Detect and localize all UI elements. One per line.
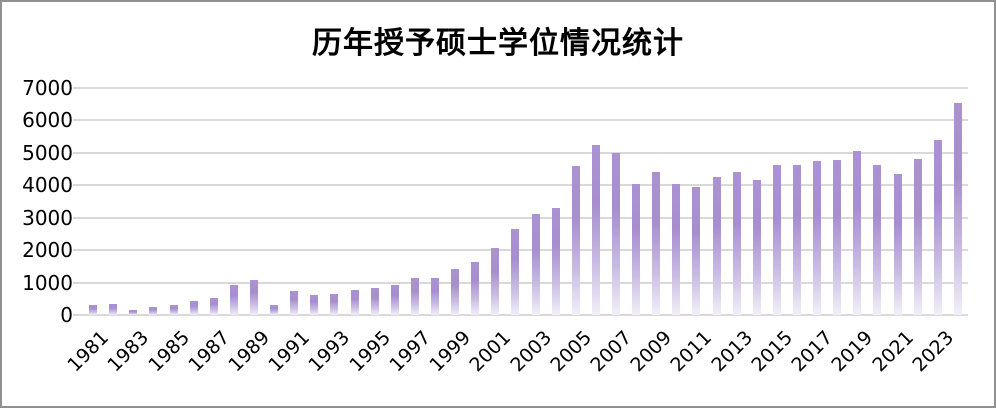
y-axis-label-6000: 6000 [22,108,73,133]
bar-1996 [390,284,399,315]
bar-2024 [953,103,962,315]
bar-1992 [310,294,319,315]
x-axis-label-2011: 2011 [666,326,717,377]
bar-1989 [249,279,258,315]
bar-2002 [511,228,520,315]
plot-area [73,87,968,316]
x-axis-label-1991: 1991 [264,326,315,377]
x-axis-label-1981: 1981 [63,326,114,377]
bar-2006 [591,144,600,315]
gridline-3000 [83,216,968,219]
x-axis-labels: 1981 1983 1985 1987 1989 1991 1993 1995 1997 1999… [63,322,968,402]
gridline-2000 [83,249,968,252]
y-tick-4000 [73,184,83,187]
bar-2005 [571,165,580,315]
bar-2014 [752,179,761,315]
y-tick-0 [73,314,83,316]
bar-2015 [772,165,781,315]
y-axis-label-0: 0 [60,303,73,327]
bar-1999 [451,268,460,315]
y-axis-label-7000: 7000 [22,76,73,100]
bar-2020 [873,164,882,315]
bar-2003 [531,214,540,315]
gridline-7000 [83,87,968,89]
x-axis-label-2005: 2005 [546,326,596,377]
x-axis-label-2015: 2015 [747,326,798,377]
x-axis-label-2007: 2007 [586,326,637,377]
bar-2017 [813,160,822,315]
y-axis-labels: 0 1000 2000 3000 4000 5000 6000 7000 [2,78,73,325]
bar-1994 [350,290,359,315]
x-axis-label-1989: 1989 [224,326,275,377]
bar-2004 [551,207,560,315]
gridline-6000 [83,119,968,122]
bar-2009 [652,172,661,315]
bar-2021 [893,173,902,315]
y-axis-label-1000: 1000 [22,270,73,295]
x-axis-label-1997: 1997 [385,326,436,377]
gridline-1000 [83,281,968,284]
bar-2008 [632,183,641,315]
y-tick-2000 [73,249,83,252]
bar-1982 [109,303,118,315]
x-axis-label-1985: 1985 [143,326,194,377]
bar-2018 [833,160,842,315]
gridline-4000 [83,184,968,187]
x-axis-label-2023: 2023 [908,326,958,377]
bar-2011 [692,186,701,315]
bar-1983 [129,309,138,315]
y-tick-7000 [73,87,83,89]
gridline-5000 [83,151,968,154]
bar-1985 [169,305,178,315]
bar-1981 [89,304,98,315]
x-axis-label-2009: 2009 [626,326,677,377]
x-axis-line [83,314,968,316]
bar-2012 [712,177,721,315]
bar-2019 [853,151,862,315]
x-axis-label-1983: 1983 [103,326,154,377]
x-axis-label-2001: 2001 [465,326,516,377]
x-axis-label-1987: 1987 [184,326,234,377]
x-axis-label-2013: 2013 [707,326,757,377]
bar-1998 [430,278,439,315]
y-axis-label-3000: 3000 [22,205,73,230]
bar-1993 [330,293,339,315]
x-axis-label-2021: 2021 [867,326,918,377]
x-axis-label-1993: 1993 [304,326,355,377]
bar-1991 [290,291,299,315]
y-axis-label-5000: 5000 [22,140,73,165]
y-tick-6000 [73,119,83,122]
bar-1995 [370,288,379,315]
bar-1984 [149,306,158,315]
x-axis-label-1995: 1995 [345,326,395,377]
x-axis-label-2003: 2003 [505,326,556,377]
bar-2022 [913,158,922,315]
y-tick-5000 [73,151,83,154]
bar-2013 [732,172,741,315]
x-axis-label-1999: 1999 [425,326,476,377]
y-axis-label-4000: 4000 [22,173,73,198]
x-axis-label-2019: 2019 [827,326,878,377]
bar-1986 [189,300,198,315]
bar-2001 [491,247,500,315]
bar-2016 [793,164,802,315]
y-axis-label-2000: 2000 [22,238,73,263]
x-axis-label-2017: 2017 [787,326,838,377]
bar-1988 [229,285,238,315]
bar-2010 [672,184,681,315]
bar-2000 [471,261,480,315]
bar-1990 [270,304,279,315]
y-tick-3000 [73,216,83,219]
chart-title: 历年授予硕士学位情况统计 [312,26,684,61]
bar-1987 [209,298,218,315]
bar-2007 [612,152,620,315]
y-tick-1000 [73,281,83,284]
bar-1997 [410,277,419,315]
bar-2023 [933,139,942,315]
